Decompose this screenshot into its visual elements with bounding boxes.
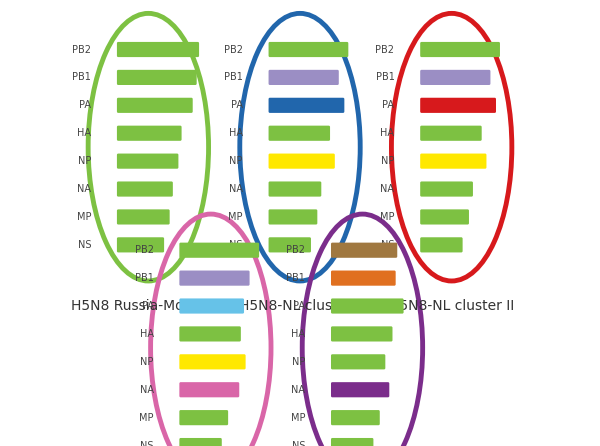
Text: H5N8-NL cluster II: H5N8-NL cluster II bbox=[389, 299, 514, 313]
FancyBboxPatch shape bbox=[179, 271, 250, 286]
Text: PB1: PB1 bbox=[376, 72, 394, 83]
Text: NA: NA bbox=[140, 385, 154, 395]
FancyBboxPatch shape bbox=[331, 354, 385, 369]
Text: H5N8 Russia-Mongolia: H5N8 Russia-Mongolia bbox=[71, 299, 226, 313]
Text: MP: MP bbox=[291, 413, 305, 423]
Text: PA: PA bbox=[231, 100, 243, 110]
Text: HA: HA bbox=[291, 329, 305, 339]
Text: MP: MP bbox=[380, 212, 394, 222]
FancyBboxPatch shape bbox=[420, 237, 463, 252]
Text: NS: NS bbox=[140, 441, 154, 446]
Text: PB2: PB2 bbox=[134, 245, 154, 255]
Text: HA: HA bbox=[140, 329, 154, 339]
Text: PB2: PB2 bbox=[224, 45, 243, 54]
FancyBboxPatch shape bbox=[331, 298, 404, 314]
Text: HA: HA bbox=[77, 128, 91, 138]
Text: MP: MP bbox=[77, 212, 91, 222]
FancyBboxPatch shape bbox=[420, 153, 487, 169]
Text: MP: MP bbox=[229, 212, 243, 222]
FancyBboxPatch shape bbox=[420, 70, 490, 85]
Text: NS: NS bbox=[381, 240, 394, 250]
Text: HA: HA bbox=[380, 128, 394, 138]
FancyBboxPatch shape bbox=[179, 326, 241, 342]
Text: NP: NP bbox=[381, 156, 394, 166]
Text: H5N8-NL cluster I: H5N8-NL cluster I bbox=[239, 299, 361, 313]
FancyBboxPatch shape bbox=[179, 410, 228, 425]
FancyBboxPatch shape bbox=[179, 354, 245, 369]
Text: NA: NA bbox=[291, 385, 305, 395]
FancyBboxPatch shape bbox=[179, 382, 239, 397]
Text: PB2: PB2 bbox=[376, 45, 394, 54]
FancyBboxPatch shape bbox=[269, 209, 317, 224]
FancyBboxPatch shape bbox=[179, 438, 222, 446]
Text: PB1: PB1 bbox=[72, 72, 91, 83]
FancyBboxPatch shape bbox=[331, 382, 389, 397]
Text: PA: PA bbox=[293, 301, 305, 311]
FancyBboxPatch shape bbox=[331, 271, 395, 286]
FancyBboxPatch shape bbox=[269, 153, 335, 169]
Text: PB2: PB2 bbox=[72, 45, 91, 54]
FancyBboxPatch shape bbox=[269, 237, 311, 252]
Text: NS: NS bbox=[77, 240, 91, 250]
FancyBboxPatch shape bbox=[331, 410, 380, 425]
Text: PB2: PB2 bbox=[286, 245, 305, 255]
FancyBboxPatch shape bbox=[420, 98, 496, 113]
Text: NA: NA bbox=[77, 184, 91, 194]
FancyBboxPatch shape bbox=[420, 209, 469, 224]
Text: NS: NS bbox=[229, 240, 243, 250]
FancyBboxPatch shape bbox=[420, 42, 500, 57]
FancyBboxPatch shape bbox=[117, 237, 164, 252]
FancyBboxPatch shape bbox=[331, 243, 397, 258]
Text: PA: PA bbox=[79, 100, 91, 110]
Text: PB1: PB1 bbox=[286, 273, 305, 283]
Text: NP: NP bbox=[229, 156, 243, 166]
Text: PA: PA bbox=[382, 100, 394, 110]
FancyBboxPatch shape bbox=[179, 298, 244, 314]
FancyBboxPatch shape bbox=[420, 126, 482, 141]
Text: MP: MP bbox=[139, 413, 154, 423]
FancyBboxPatch shape bbox=[269, 182, 322, 197]
FancyBboxPatch shape bbox=[269, 98, 344, 113]
FancyBboxPatch shape bbox=[269, 70, 339, 85]
FancyBboxPatch shape bbox=[117, 98, 193, 113]
Text: NA: NA bbox=[380, 184, 394, 194]
Text: PB1: PB1 bbox=[135, 273, 154, 283]
FancyBboxPatch shape bbox=[179, 243, 259, 258]
FancyBboxPatch shape bbox=[117, 126, 182, 141]
FancyBboxPatch shape bbox=[331, 438, 373, 446]
FancyBboxPatch shape bbox=[117, 209, 170, 224]
FancyBboxPatch shape bbox=[269, 126, 330, 141]
FancyBboxPatch shape bbox=[331, 326, 392, 342]
Text: NS: NS bbox=[292, 441, 305, 446]
FancyBboxPatch shape bbox=[117, 42, 199, 57]
Text: HA: HA bbox=[229, 128, 243, 138]
FancyBboxPatch shape bbox=[117, 153, 178, 169]
Text: NP: NP bbox=[78, 156, 91, 166]
Text: PB1: PB1 bbox=[224, 72, 243, 83]
FancyBboxPatch shape bbox=[117, 182, 173, 197]
Text: PA: PA bbox=[142, 301, 154, 311]
Text: NP: NP bbox=[140, 357, 154, 367]
FancyBboxPatch shape bbox=[420, 182, 473, 197]
FancyBboxPatch shape bbox=[117, 70, 197, 85]
FancyBboxPatch shape bbox=[269, 42, 349, 57]
Text: NA: NA bbox=[229, 184, 243, 194]
Text: NP: NP bbox=[292, 357, 305, 367]
